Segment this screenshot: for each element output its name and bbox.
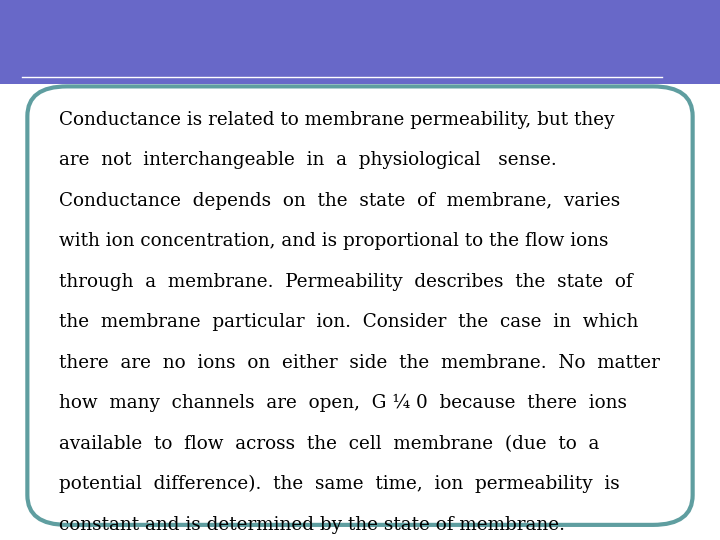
Text: through  a  membrane.  Permeability  describes  the  state  of: through a membrane. Permeability describ…: [59, 273, 633, 291]
Text: Conductance  depends  on  the  state  of  membrane,  varies: Conductance depends on the state of memb…: [59, 192, 621, 210]
Text: the  membrane  particular  ion.  Consider  the  case  in  which: the membrane particular ion. Consider th…: [59, 313, 639, 331]
Text: there  are  no  ions  on  either  side  the  membrane.  No  matter: there are no ions on either side the mem…: [59, 354, 660, 372]
Text: constant and is determined by the state of membrane.: constant and is determined by the state …: [59, 516, 565, 534]
Text: how  many  channels  are  open,  G ¼ 0  because  there  ions: how many channels are open, G ¼ 0 becaus…: [59, 394, 627, 413]
FancyBboxPatch shape: [27, 86, 693, 525]
Bar: [0, 0, 720, 84]
Text: with ion concentration, and is proportional to the flow ions: with ion concentration, and is proportio…: [59, 232, 608, 250]
Text: Conductance is related to membrane permeability, but they: Conductance is related to membrane perme…: [59, 111, 615, 129]
Text: are  not  interchangeable  in  a  physiological   sense.: are not interchangeable in a physiologic…: [59, 151, 557, 169]
Text: available  to  flow  across  the  cell  membrane  (due  to  a: available to flow across the cell membra…: [59, 435, 600, 453]
Text: potential  difference).  the  same  time,  ion  permeability  is: potential difference). the same time, io…: [59, 475, 620, 494]
